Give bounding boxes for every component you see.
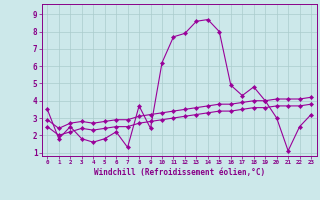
X-axis label: Windchill (Refroidissement éolien,°C): Windchill (Refroidissement éolien,°C) <box>94 168 265 177</box>
